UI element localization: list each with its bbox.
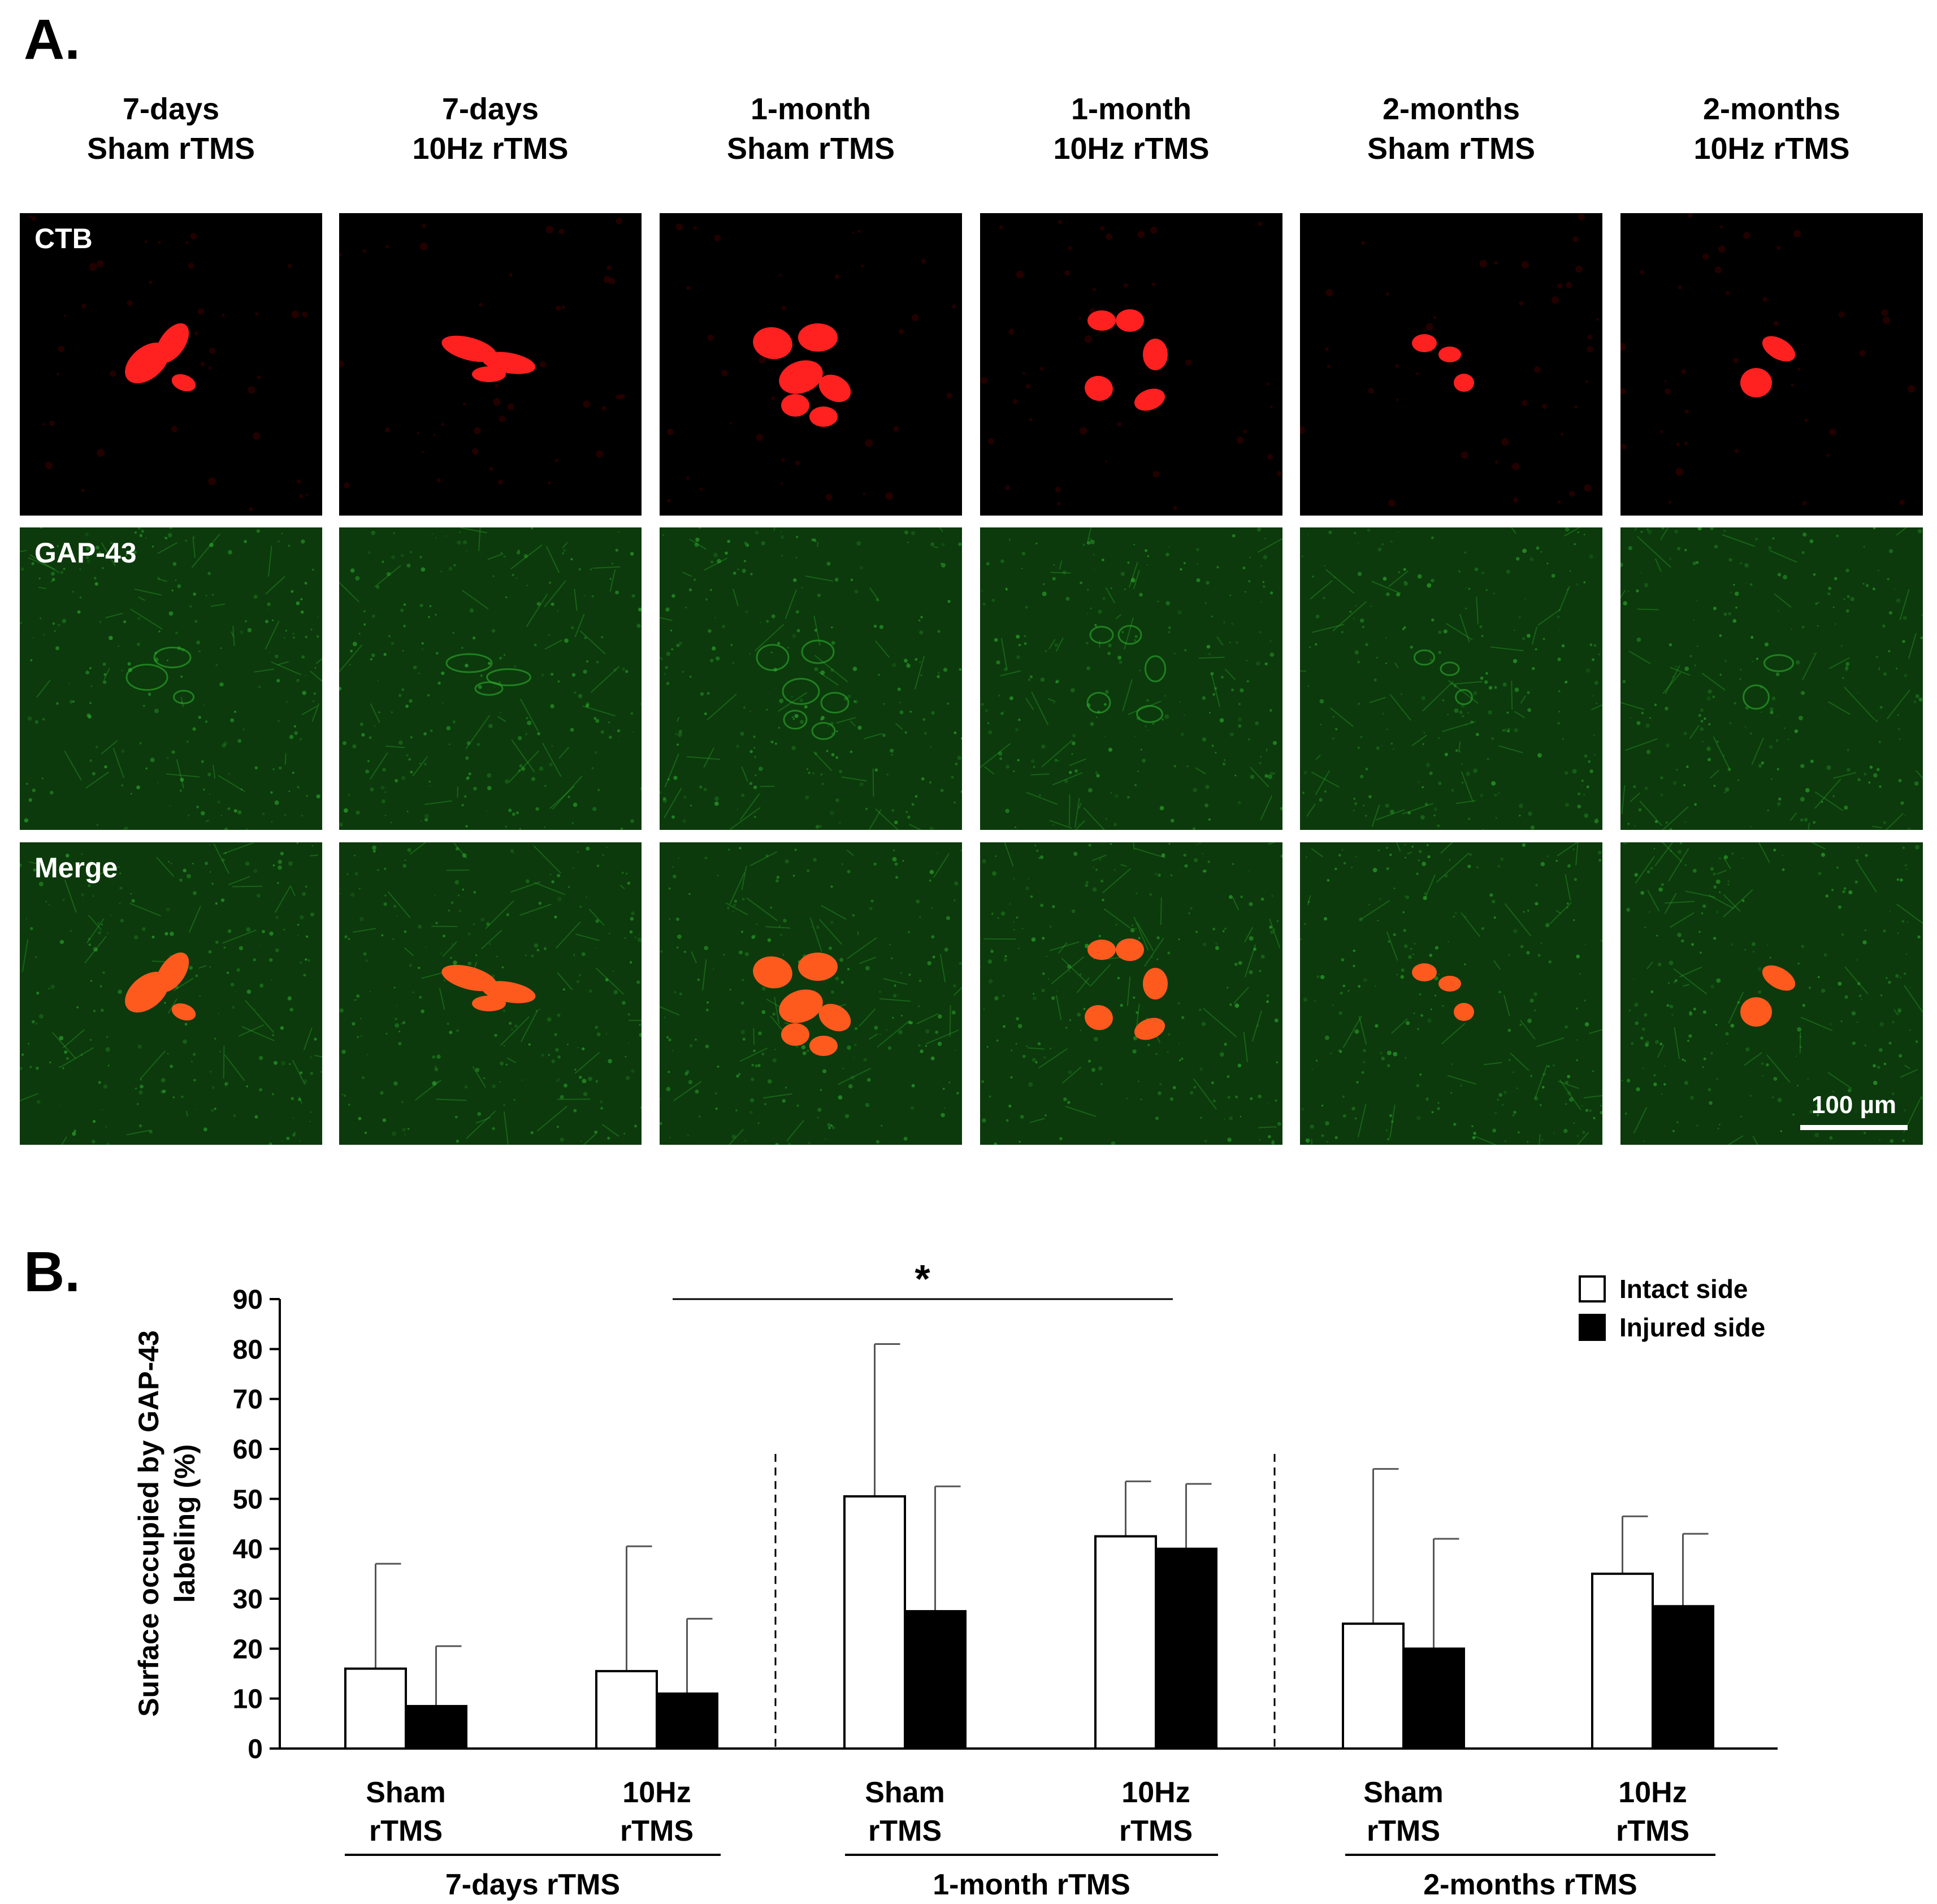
bar-intact [344,1667,407,1750]
y-tick-label: 90 [233,1285,263,1315]
group-label: 1-month rTMS [933,1868,1130,1901]
legend-swatch [1579,1314,1606,1341]
micrograph-gap43 [1300,527,1602,830]
column-header: 7-days Sham rTMS [20,89,322,168]
micrograph-gap43: GAP-43 [20,527,322,830]
legend-label: Intact side [1619,1274,1748,1304]
legend-label: Injured side [1619,1313,1765,1342]
bar-intact [1591,1572,1654,1750]
category-label-line2: rTMS [1119,1815,1193,1847]
bar-intact [1094,1535,1157,1750]
micrograph-ctb [1300,213,1602,516]
micrograph-gap43 [660,527,962,830]
category-label-line1: Sham [1363,1776,1444,1809]
micrograph-ctb [339,213,642,516]
category-label-line1: Sham [865,1776,945,1809]
column-header-line2: Sham rTMS [726,132,895,166]
column-header-line1: 2-months [1383,92,1520,126]
y-axis-title-line1: Surface occupied by GAP-43 [133,1330,164,1717]
row-label-merge: Merge [34,852,118,884]
row-label-gap43: GAP-43 [34,537,137,569]
y-tick-label: 60 [233,1435,263,1465]
category-label-line1: Sham [366,1776,446,1809]
bar-injured [1402,1647,1465,1750]
micrograph-merge [339,842,642,1145]
y-tick-label: 80 [233,1335,263,1365]
micrograph-gap43 [339,527,642,830]
micrograph-ctb: CTB [20,213,322,516]
significance-marker: * [915,1257,930,1301]
y-tick-label: 40 [233,1535,263,1565]
y-axis-title: Surface occupied by GAP-43 labeling (%) [133,1330,201,1717]
column-header: 1-month 10Hz rTMS [980,89,1282,168]
category-label-line2: rTMS [868,1815,942,1847]
micrograph-merge [1620,842,1923,1145]
column-header-line1: 1-month [751,92,871,126]
y-tick-label: 10 [233,1685,263,1715]
panel-a-label: A. [24,8,80,71]
micrograph-merge: Merge [20,842,322,1145]
column-header-line2: 10Hz rTMS [1053,132,1210,166]
column-header-line1: 2-months [1703,92,1840,126]
scale-bar [1800,1125,1908,1130]
micrograph-ctb [1620,213,1923,516]
micrograph-merge [980,842,1282,1145]
column-header: 2-months 10Hz rTMS [1620,89,1923,168]
column-header-line1: 7-days [441,92,539,126]
bar-injured [1652,1605,1714,1750]
bar-injured [405,1704,467,1750]
column-header: 2-months Sham rTMS [1300,89,1602,168]
micrograph-gap43 [1620,527,1923,830]
category-label-line1: 10Hz [1618,1776,1687,1809]
category-label-line2: rTMS [369,1815,443,1847]
micrograph-merge [1300,842,1602,1145]
gap43-bar-chart: 0 10 20 30 40 50 60 70 80 90 Surface occupied by G… [133,1257,1778,1901]
column-header-line2: 10Hz rTMS [412,132,569,166]
group-label: 2-months rTMS [1423,1868,1637,1901]
micrograph-merge [660,842,962,1145]
category-label-line2: rTMS [1616,1815,1689,1847]
bar-injured [904,1610,967,1750]
legend-swatch [1579,1275,1606,1302]
category-label-line1: 10Hz [1121,1776,1190,1809]
y-tick-label: 20 [233,1634,263,1664]
bar-intact [843,1495,906,1750]
group-label: 7-days rTMS [445,1868,620,1901]
column-header-line1: 1-month [1071,92,1191,126]
column-header-line2: Sham rTMS [86,132,255,166]
y-tick-label: 30 [233,1585,263,1615]
column-header: 7-days 10Hz rTMS [339,89,642,168]
column-header-line1: 7-days [122,92,220,126]
category-label-line2: rTMS [620,1815,694,1847]
row-label-ctb: CTB [34,223,93,254]
y-tick-label: 50 [233,1485,263,1514]
scale-bar-label: 100 µm [1811,1091,1897,1119]
bar-injured [656,1692,718,1750]
micrograph-ctb [980,213,1282,516]
column-header: 1-month Sham rTMS [660,89,962,168]
bar-intact [595,1670,658,1750]
y-tick-label: 70 [233,1385,263,1415]
micrograph-gap43 [980,527,1282,830]
panel-b-label: B. [24,1240,80,1304]
y-axis-title-line2: labeling (%) [169,1444,201,1603]
bar-intact [1342,1622,1405,1750]
y-tick-label: 0 [248,1734,263,1764]
micrograph-ctb [660,213,962,516]
bar-injured [1155,1547,1217,1750]
column-header-line2: Sham rTMS [1367,132,1536,166]
category-label-line1: 10Hz [622,1776,691,1809]
column-header-line2: 10Hz rTMS [1693,132,1850,166]
category-label-line2: rTMS [1367,1815,1440,1847]
